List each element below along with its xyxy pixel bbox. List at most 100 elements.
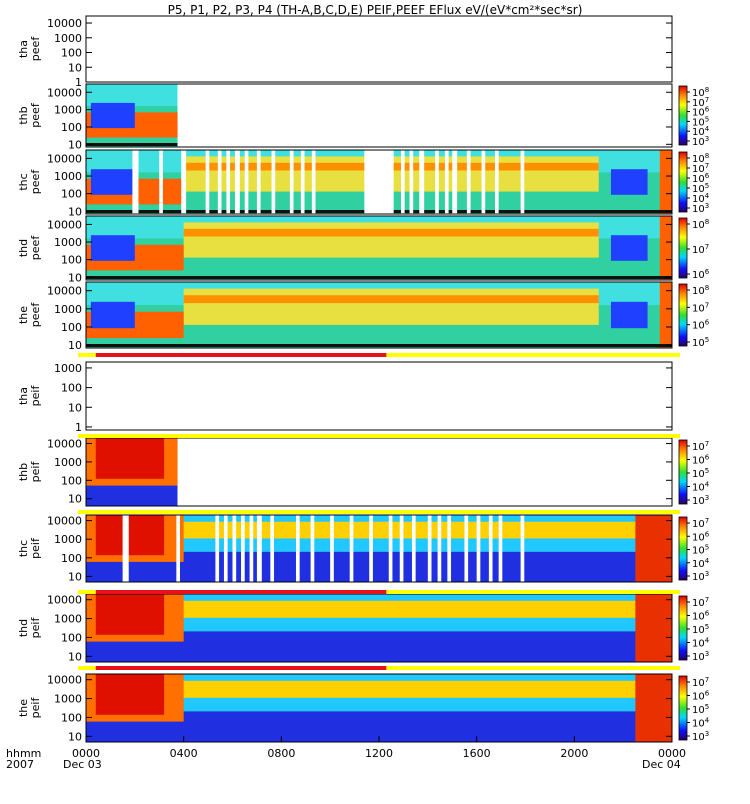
data-gap — [176, 515, 181, 582]
y-axis-label: tha — [17, 40, 30, 58]
mode-bar-yellow — [78, 510, 680, 514]
y-axis-label: peef — [29, 302, 42, 328]
data-gap — [520, 150, 525, 214]
data-gap — [295, 515, 300, 582]
data-gap — [399, 515, 404, 582]
figure-title: P5, P1, P2, P3, P4 (TH-A,B,C,D,E) PEIF,P… — [168, 3, 583, 17]
data-gap — [349, 515, 354, 582]
data-gap — [234, 150, 240, 214]
spectrogram-data — [86, 84, 178, 147]
data-gap — [122, 515, 129, 582]
colorbar: 108 107 106 105 — [678, 283, 710, 349]
panel-frame — [85, 361, 673, 431]
panel-thd-peef: 10000 1000 100 10 thd peef 108 107 106 — [17, 215, 710, 284]
y-tick-label: 10000 — [47, 218, 82, 231]
x-axis-row1-label: hhmm — [6, 747, 41, 760]
colorbar-tick-label: 108 — [692, 218, 709, 231]
x-tick-label: 1600 — [463, 747, 491, 760]
x-tick-label: 0000 — [72, 747, 100, 760]
data-gap — [217, 150, 222, 214]
spectrogram-data — [86, 150, 672, 214]
panel-frame — [85, 514, 673, 583]
y-axis-label: peef — [29, 235, 42, 261]
y-tick-label: 10 — [68, 493, 82, 506]
colorbar-scale — [678, 595, 688, 661]
colorbar-tick-label: 105 — [692, 467, 709, 480]
data-gap — [498, 515, 503, 582]
y-tick-label: 1000 — [54, 362, 82, 375]
colorbar-tick-label: 107 — [692, 676, 709, 689]
y-tick-label: 10 — [68, 205, 82, 218]
y-tick-label: 100 — [61, 121, 82, 134]
y-tick-label: 10000 — [47, 438, 82, 451]
y-tick-label: 10 — [68, 339, 82, 352]
x-axis-start-date: Dec 03 — [63, 758, 102, 771]
y-tick-label: 10 — [68, 138, 82, 151]
y-tick-label: 10000 — [47, 86, 82, 99]
y-axis-label: thc — [17, 540, 30, 557]
y-tick-label: 1000 — [54, 303, 82, 316]
data-gap — [310, 515, 315, 582]
y-tick-label: 1 — [75, 421, 82, 434]
data-gap — [400, 150, 405, 214]
colorbar-tick-label: 103 — [692, 650, 709, 663]
data-gap — [300, 150, 305, 214]
data-gap — [411, 515, 416, 582]
y-axis-label: peef — [29, 36, 42, 62]
y-tick-label: 10000 — [47, 674, 82, 687]
y-axis-label: peif — [29, 697, 42, 719]
y-tick-label: 1000 — [54, 32, 82, 45]
spectrogram-data — [86, 594, 672, 662]
colorbar-tick-label: 104 — [692, 557, 710, 570]
panel-tha-peif: 1000 100 10 1 tha peif — [17, 361, 673, 434]
spectrogram-data — [86, 438, 178, 506]
data-gap — [311, 150, 316, 214]
colorbar-tick-label: 108 — [692, 284, 709, 297]
y-tick-label: 100 — [61, 321, 82, 334]
panel-frame — [85, 149, 673, 215]
panel-frame — [85, 15, 673, 83]
data-gap — [437, 515, 442, 582]
y-tick-label: 1000 — [54, 533, 82, 546]
colorbar-scale — [678, 516, 688, 581]
data-gap — [369, 515, 373, 582]
y-tick-label: 1000 — [54, 456, 82, 469]
colorbar-tick-label: 106 — [692, 530, 710, 543]
y-tick-label: 100 — [61, 552, 82, 565]
y-tick-label: 10 — [68, 401, 82, 414]
data-gap — [488, 515, 493, 582]
colorbar: 108 107 106 — [678, 217, 710, 281]
colorbar-tick-label: 106 — [692, 690, 710, 703]
y-axis-label: tha — [17, 387, 30, 405]
y-tick-label: 1000 — [54, 170, 82, 183]
x-tick-label: 0400 — [170, 747, 198, 760]
colorbar-tick-label: 104 — [692, 481, 710, 494]
x-axis-row2-label: 2007 — [6, 758, 34, 771]
colorbar-tick-label: 103 — [692, 494, 709, 507]
y-axis-label: the — [17, 306, 30, 324]
data-gap — [419, 150, 425, 214]
data-gap — [256, 515, 262, 582]
y-axis-label: peif — [29, 617, 42, 639]
data-gap — [205, 150, 210, 214]
colorbar-scale — [678, 85, 688, 146]
mode-bar-red — [95, 666, 387, 670]
data-gap — [330, 515, 334, 582]
data-gap — [427, 515, 432, 582]
y-axis-label: the — [17, 699, 30, 717]
y-tick-label: 10 — [68, 271, 82, 284]
data-gap — [132, 150, 139, 214]
x-axis-end-date: Dec 04 — [642, 758, 681, 771]
